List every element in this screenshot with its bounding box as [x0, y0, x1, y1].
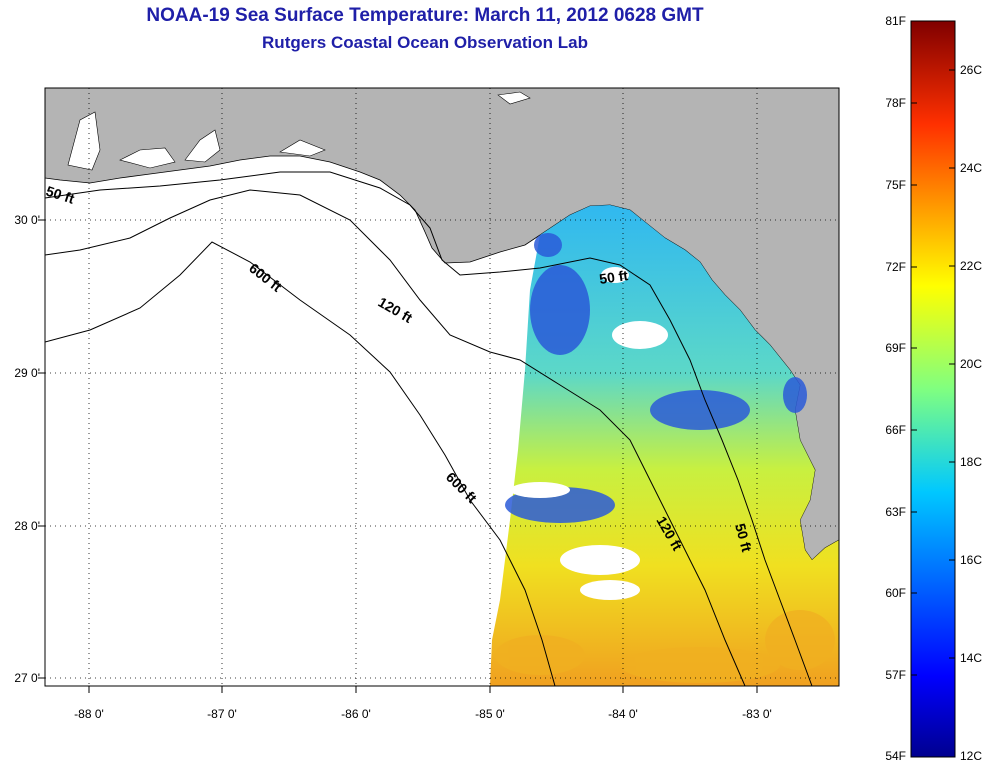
colorbar-c-12: 12C [960, 749, 983, 763]
colorbar-c-18: 18C [960, 455, 983, 469]
lat-label-27: 27 0' [14, 671, 40, 685]
colorbar-c-14: 14C [960, 651, 983, 665]
contour-label-50ft-north: 50 ft [598, 267, 629, 287]
cloud-patches [510, 267, 668, 600]
contour-50ft [45, 171, 813, 686]
contour-120ft [45, 189, 746, 686]
colorbar-f-63: 63F [885, 505, 906, 519]
lon-label-85: -85 0' [475, 707, 505, 721]
colorbar-f-69: 69F [885, 341, 906, 355]
lat-label-29: 29 0' [14, 366, 40, 380]
map-title: NOAA-19 Sea Surface Temperature: March 1… [146, 5, 704, 26]
colorbar-f-54: 54F [885, 749, 906, 763]
colorbar-f-72: 72F [885, 260, 906, 274]
contour-600ft [45, 241, 556, 686]
colorbar-c-16: 16C [960, 553, 983, 567]
colorbar-f-75: 75F [885, 178, 906, 192]
lat-label-28: 28 0' [14, 519, 40, 533]
colorbar-c-24: 24C [960, 161, 983, 175]
lat-label-30: 30 0' [14, 213, 40, 227]
colorbar-f-78: 78F [885, 96, 906, 110]
lon-label-87: -87 0' [207, 707, 237, 721]
lon-label-88: -88 0' [74, 707, 104, 721]
colorbar-f-81: 81F [885, 14, 906, 28]
map-frame [44, 87, 840, 687]
bay-shapes [67, 91, 531, 171]
lon-label-86: -86 0' [341, 707, 371, 721]
colorbar-c-20: 20C [960, 357, 983, 371]
lon-label-84: -84 0' [608, 707, 638, 721]
lon-label-83: -83 0' [742, 707, 772, 721]
colorbar-gradient [910, 20, 956, 758]
colorbar-f-60: 60F [885, 586, 906, 600]
colorbar-f-66: 66F [885, 423, 906, 437]
contour-label-50ft-south: 50 ft [732, 522, 755, 554]
colorbar-c-22: 22C [960, 259, 983, 273]
map-subtitle: Rutgers Coastal Ocean Observation Lab [262, 33, 588, 52]
colorbar-ticks [911, 69, 955, 676]
axis-ticks [38, 219, 758, 693]
colorbar-f-57: 57F [885, 668, 906, 682]
colorbar-c-26: 26C [960, 63, 983, 77]
